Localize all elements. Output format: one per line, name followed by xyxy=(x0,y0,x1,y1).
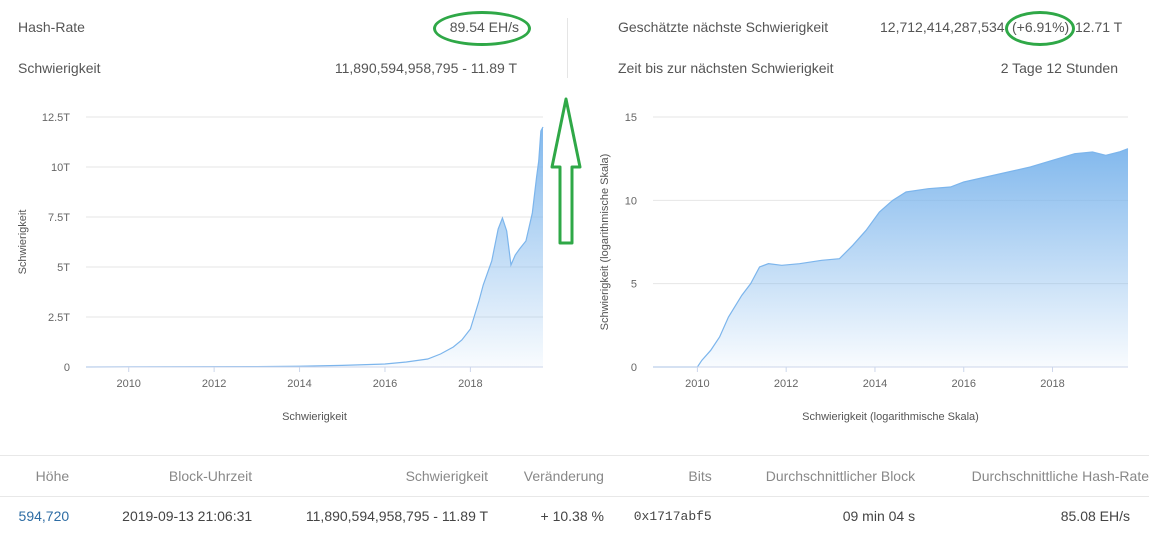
x-tick-label: 2010 xyxy=(116,378,140,390)
avg-hashrate-cell: 85.08 EH/s xyxy=(915,497,1149,535)
x-tick-label: 2014 xyxy=(863,378,887,390)
difficulty-cell: 11,890,594,958,795 - 11.89 T xyxy=(252,497,488,535)
x-tick-label: 2014 xyxy=(287,378,311,390)
y-tick-label: 5T xyxy=(57,262,70,274)
change-cell: + 10.38 % xyxy=(488,497,604,535)
y-tick-label: 7.5T xyxy=(48,212,70,224)
y-axis-title: Schwierigkeit xyxy=(17,210,29,275)
change-highlight-circle xyxy=(1005,11,1075,46)
col-header-difficulty: Schwierigkeit xyxy=(252,456,488,497)
difficulty-value: 11,890,594,958,795 - 11.89 T xyxy=(335,60,517,76)
y-tick-label: 10 xyxy=(625,195,637,207)
difficulty-chart: 0 2.5T 5T 7.5T 10T 12.5T 2010 2012 2014 2016 2018 S… xyxy=(0,95,560,430)
y-tick-label: 5 xyxy=(631,279,637,291)
y-tick-label: 15 xyxy=(625,112,637,124)
time-to-next-value: 2 Tage 12 Stunden xyxy=(1001,60,1118,76)
y-tick-label: 0 xyxy=(64,362,70,374)
y-tick-label: 10T xyxy=(51,162,70,174)
col-header-height: Höhe xyxy=(0,456,69,497)
y-tick-label: 0 xyxy=(631,362,637,374)
col-header-avg-block: Durchschnittlicher Block xyxy=(712,456,915,497)
next-difficulty-number: 12,712,414,287,534 xyxy=(880,19,1005,35)
y-axis-title: Schwierigkeit (logarithmische Skala) xyxy=(599,154,611,331)
y-tick-label: 2.5T xyxy=(48,312,70,324)
difficulty-log-chart: 0 5 10 15 2010 2012 2014 2016 2018 Schwierigkeit … xyxy=(590,95,1149,430)
x-axis-title: Schwierigkeit (logarithmische Skala) xyxy=(802,411,979,423)
blocks-table: Höhe Block-Uhrzeit Schwierigkeit Verände… xyxy=(0,455,1149,535)
x-tick-label: 2016 xyxy=(373,378,397,390)
next-difficulty-short: 12.71 T xyxy=(1075,19,1122,35)
x-axis-title: Schwierigkeit xyxy=(282,411,347,423)
col-header-change: Veränderung xyxy=(488,456,604,497)
series-area xyxy=(653,149,1128,367)
block-height-text[interactable]: 594,720 xyxy=(19,508,70,524)
bits-cell: 0x1717abf5 xyxy=(604,497,712,535)
difficulty-label: Schwierigkeit xyxy=(18,60,100,76)
col-header-avg-hashrate: Durchschnittliche Hash-Rate xyxy=(915,456,1149,497)
x-tick-label: 2018 xyxy=(458,378,482,390)
col-header-bits: Bits xyxy=(604,456,712,497)
series-area xyxy=(86,127,543,367)
next-difficulty-label: Geschätzte nächste Schwierigkeit xyxy=(618,19,828,35)
time-to-next-label: Zeit bis zur nächsten Schwierigkeit xyxy=(618,60,834,76)
block-time-cell: 2019-09-13 21:06:31 xyxy=(69,497,252,535)
stats-divider xyxy=(567,18,568,78)
x-tick-label: 2016 xyxy=(952,378,976,390)
block-height-link[interactable]: 594,720 xyxy=(0,497,69,535)
x-tick-label: 2012 xyxy=(202,378,226,390)
avg-block-cell: 09 min 04 s xyxy=(712,497,915,535)
x-tick-label: 2012 xyxy=(774,378,798,390)
hashrate-label: Hash-Rate xyxy=(18,19,85,35)
x-tick-label: 2018 xyxy=(1040,378,1064,390)
hashrate-highlight-circle xyxy=(433,11,531,46)
table-row: 594,720 2019-09-13 21:06:31 11,890,594,9… xyxy=(0,497,1149,535)
y-tick-label: 12.5T xyxy=(42,112,70,124)
x-tick-label: 2010 xyxy=(685,378,709,390)
table-header-row: Höhe Block-Uhrzeit Schwierigkeit Verände… xyxy=(0,456,1149,497)
col-header-block-time: Block-Uhrzeit xyxy=(69,456,252,497)
